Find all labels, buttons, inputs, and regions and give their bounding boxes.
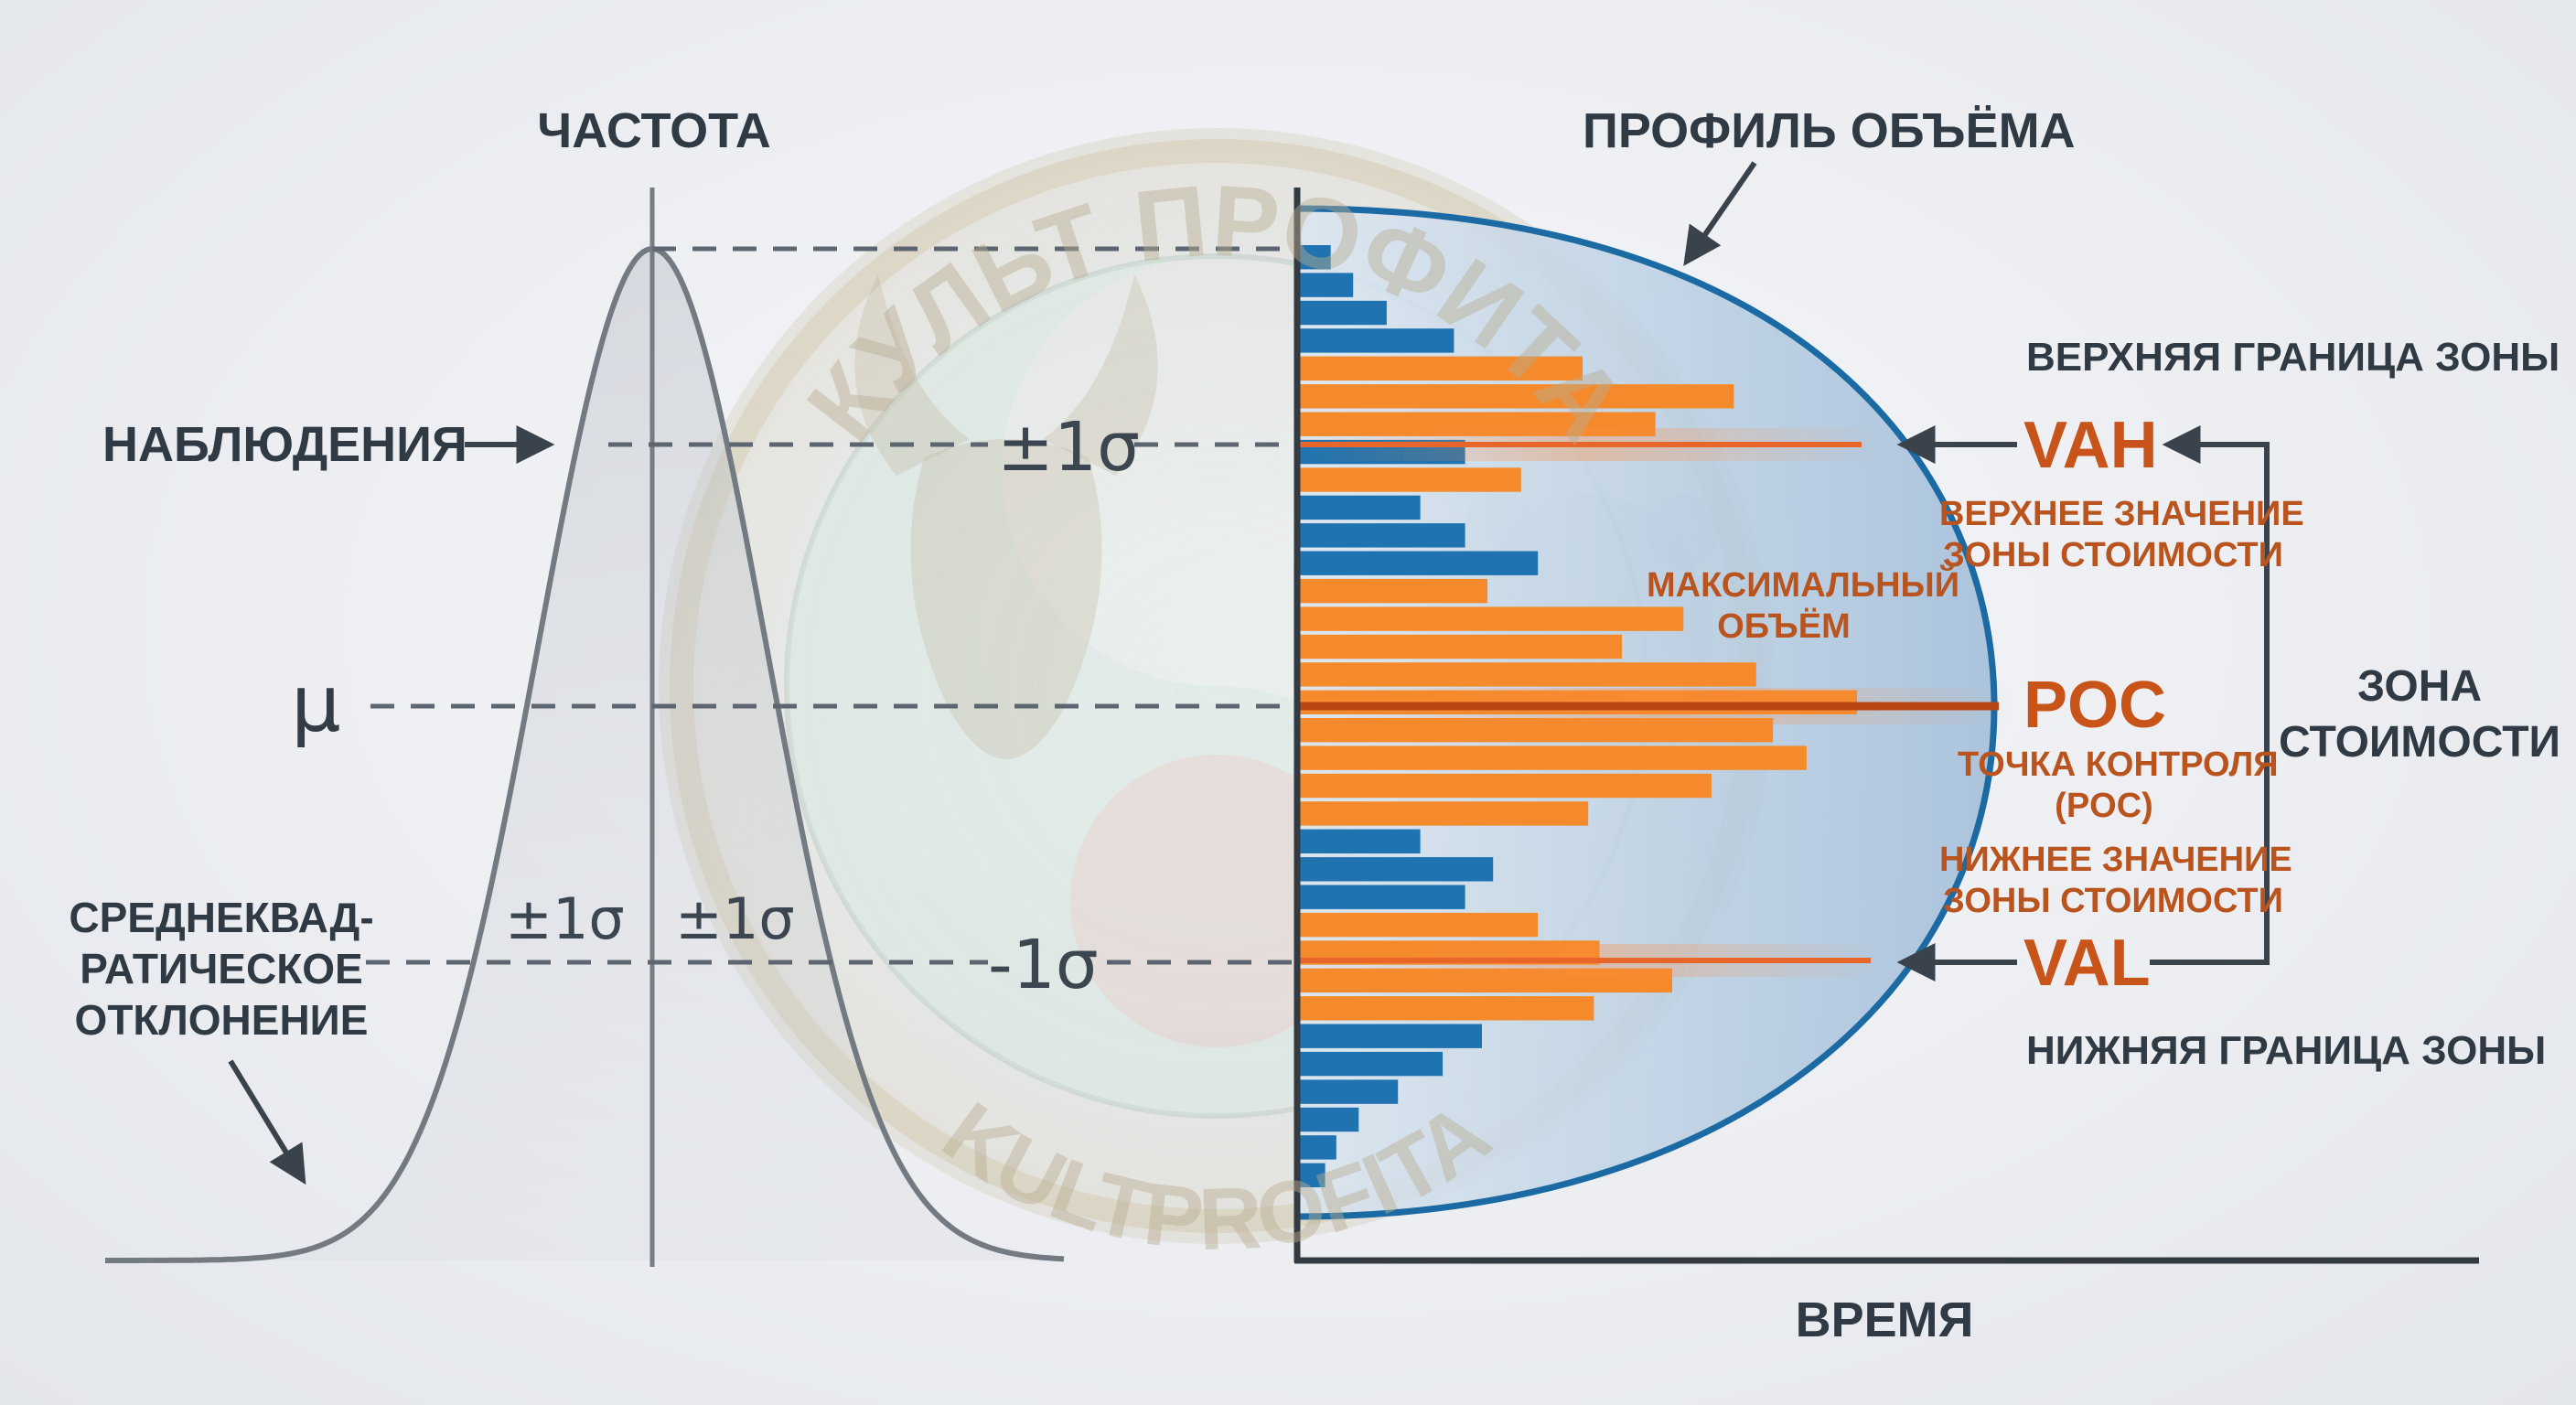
profile-bar <box>1297 1135 1336 1160</box>
profile-bar <box>1297 1163 1326 1187</box>
poc-desc-line2: (POC) <box>2055 786 2153 825</box>
profile-bar <box>1297 885 1465 909</box>
lower-zone-boundary-label: НИЖНЯЯ ГРАНИЦА ЗОНЫ <box>2026 1028 2547 1073</box>
sigma-lower-label: -1σ <box>988 926 1099 1004</box>
profile-bar <box>1297 245 1331 270</box>
val-desc-line2: ЗОНЫ СТОИМОСТИ <box>1943 881 2283 920</box>
time-label: ВРЕМЯ <box>1795 1292 1974 1347</box>
value-zone-line2: СТОИМОСТИ <box>2278 718 2561 767</box>
profile-bar <box>1297 857 1494 882</box>
std-dev-arrow <box>228 1059 306 1185</box>
mu-label: μ <box>291 659 341 750</box>
profile-bar <box>1297 912 1539 938</box>
max-volume-line2: ОБЪЁМ <box>1717 606 1851 646</box>
sigma-upper-label: ±1σ <box>997 408 1140 487</box>
std-dev-line2: РАТИЧЕСКОЕ <box>80 945 363 993</box>
profile-bar <box>1297 328 1454 353</box>
value-zone-label: ЗОНА СТОИМОСТИ <box>2269 659 2571 771</box>
profile-bar <box>1297 523 1465 548</box>
val-label: VAL <box>2023 927 2151 1000</box>
upper-zone-boundary-label: ВЕРХНЯЯ ГРАНИЦА ЗОНЫ <box>2026 335 2560 380</box>
volume-profile-label: ПРОФИЛЬ ОБЪЁМА <box>1583 103 2076 158</box>
volume-profile-arrow <box>1683 161 1757 266</box>
poc-description: ТОЧКА КОНТРОЛЯ (POC) <box>1958 745 2279 827</box>
sigma-left-label: ±1σ <box>505 885 625 952</box>
normal-distribution <box>105 188 1066 1267</box>
profile-bar <box>1297 745 1807 770</box>
std-dev-line1: СРЕДНЕКВАД- <box>69 894 374 941</box>
bell-curve-area <box>105 249 1066 1261</box>
vah-label: VAH <box>2023 409 2158 482</box>
value-zone-line1: ЗОНА <box>2356 662 2483 711</box>
max-volume-label: МАКСИМАЛЬНЫЙ ОБЪЁМ <box>1647 565 1960 648</box>
profile-bar <box>1297 1107 1359 1132</box>
value-zone-bracket <box>2150 425 2270 965</box>
profile-bar <box>1297 606 1684 631</box>
val-desc-line1: НИЖНЕЕ ЗНАЧЕНИЕ <box>1939 841 2292 879</box>
poc-desc-line1: ТОЧКА КОНТРОЛЯ <box>1958 745 2279 784</box>
profile-bar <box>1297 1051 1444 1077</box>
sigma-right-label: ±1σ <box>675 885 795 952</box>
profile-bar <box>1297 578 1488 604</box>
vah-desc-line1: ВЕРХНЕЕ ЗНАЧЕНИЕ <box>1939 495 2304 533</box>
observations-label: НАБЛЮДЕНИЯ <box>102 417 467 472</box>
profile-bar <box>1297 551 1539 575</box>
profile-bar <box>1297 356 1583 381</box>
profile-bar <box>1297 1079 1399 1104</box>
profile-bar <box>1297 273 1354 297</box>
profile-axes <box>1293 188 2479 1264</box>
dashed-guides <box>366 246 1292 965</box>
val-description: НИЖНЕЕ ЗНАЧЕНИЕ ЗОНЫ СТОИМОСТИ <box>1939 840 2292 922</box>
frequency-label: ЧАСТОТА <box>537 103 771 158</box>
profile-bar <box>1297 996 1594 1021</box>
max-volume-line1: МАКСИМАЛЬНЫЙ <box>1647 566 1960 605</box>
vah-description: ВЕРХНЕЕ ЗНАЧЕНИЕ ЗОНЫ СТОИМОСТИ <box>1939 494 2304 576</box>
std-dev-line3: ОТКЛОНЕНИЕ <box>74 996 369 1045</box>
poc-label: POC <box>2023 669 2167 742</box>
profile-bar <box>1297 773 1712 799</box>
std-dev-label: СРЕДНЕКВАД- РАТИЧЕСКОЕ ОТКЛОНЕНИЕ <box>66 892 377 1046</box>
bell-curve <box>105 246 1065 1263</box>
profile-bar <box>1297 300 1387 326</box>
profile-bar <box>1297 384 1734 409</box>
arrows <box>228 161 2270 1185</box>
profile-bar <box>1297 662 1756 687</box>
level-lines <box>1297 428 2011 977</box>
vah-desc-line2: ЗОНЫ СТОИМОСТИ <box>1943 535 2283 574</box>
profile-bar <box>1297 495 1421 520</box>
profile-bar <box>1297 467 1521 492</box>
profile-bar <box>1297 1024 1482 1048</box>
profile-bar <box>1297 801 1589 826</box>
profile-bar <box>1297 634 1622 660</box>
profile-bar <box>1297 829 1421 853</box>
